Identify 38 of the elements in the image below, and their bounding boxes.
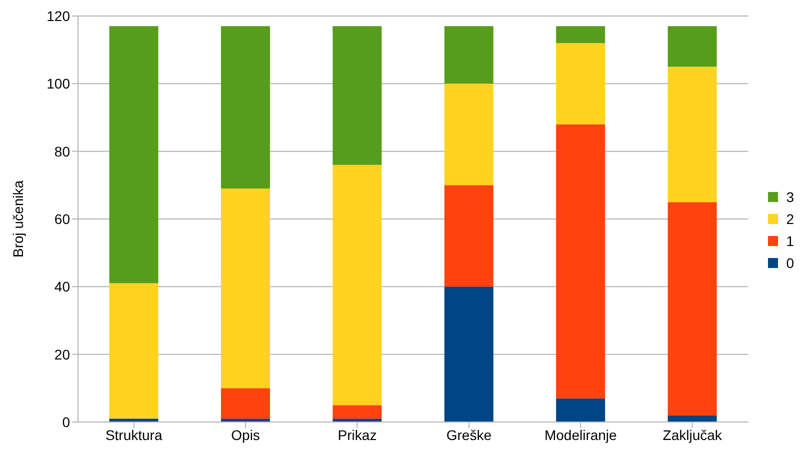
legend-label: 2: [786, 211, 794, 227]
x-tick-label: Modeliranje: [544, 426, 618, 443]
y-tick-label: 120: [46, 8, 70, 24]
legend-label: 3: [786, 189, 794, 205]
x-tick-label: Zaključak: [662, 426, 723, 443]
bar: [444, 185, 494, 287]
y-tick-label: 100: [46, 76, 70, 92]
bar: [109, 26, 158, 284]
bar: [109, 283, 158, 419]
x-tick-label: Struktura: [105, 426, 162, 443]
bar: [556, 124, 606, 398]
x-tick-label: Greške: [446, 426, 492, 443]
y-tick-label: 40: [54, 278, 70, 295]
bar: [444, 286, 494, 422]
y-tick-label: 80: [54, 143, 70, 160]
y-tick-label: 20: [54, 346, 70, 362]
bar: [556, 26, 606, 44]
y-tick-label: 0: [62, 414, 70, 430]
y-axis-title: Broj učenika: [10, 180, 26, 258]
bar: [444, 84, 494, 186]
x-tick-label: Prikaz: [338, 426, 377, 443]
bar: [220, 188, 270, 388]
y-tick-label: 60: [54, 210, 70, 227]
bar: [668, 26, 717, 67]
bar: [332, 164, 382, 406]
bar: [668, 66, 717, 202]
bar: [220, 388, 270, 419]
bar: [332, 405, 382, 419]
legend-label: 0: [786, 255, 794, 271]
bar: [668, 415, 717, 422]
bar: [444, 26, 494, 84]
bar: [556, 398, 606, 422]
bar: [220, 26, 270, 189]
bar: [332, 26, 382, 165]
x-tick-label: Opis: [231, 426, 260, 443]
bar: [668, 202, 717, 416]
legend-label: 1: [786, 233, 794, 249]
bar: [556, 43, 606, 124]
